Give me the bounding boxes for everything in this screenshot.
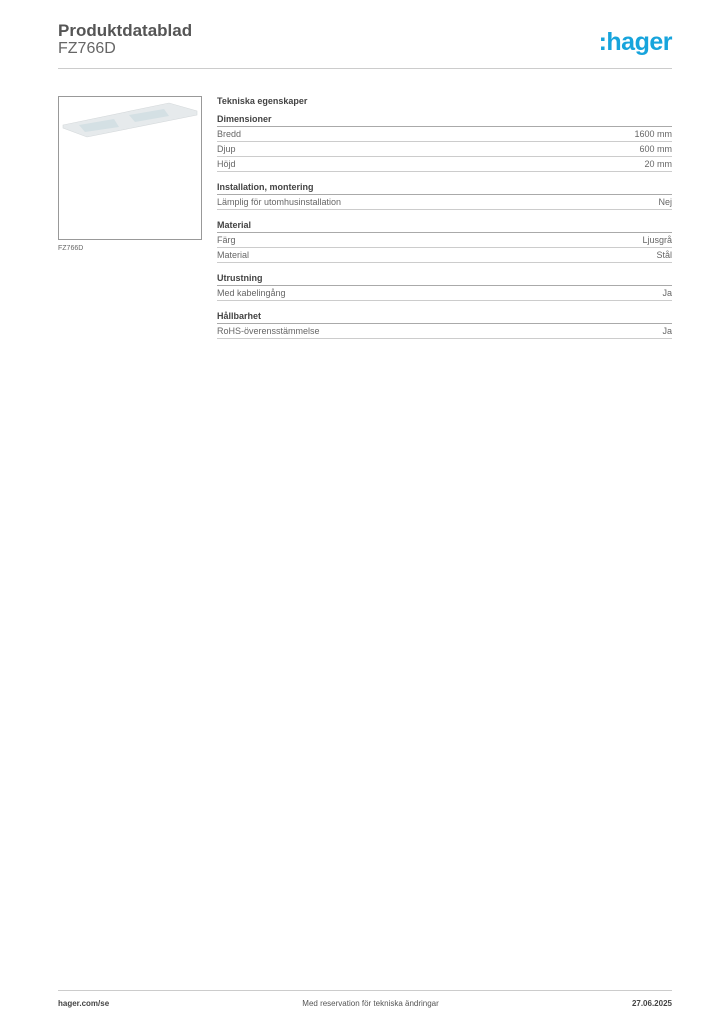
spec-label: Med kabelingång — [217, 288, 286, 298]
page-title: Produktdatablad — [58, 21, 193, 40]
specs-heading: Tekniska egenskaper — [217, 96, 308, 106]
spec-group-title: Hållbarhet — [217, 311, 672, 324]
footer: hager.com/se Med reservation för teknisk… — [58, 990, 672, 1008]
spec-row: Med kabelingång Ja — [217, 286, 672, 301]
spec-group: Utrustning Med kabelingång Ja — [217, 273, 672, 301]
header-divider — [58, 68, 672, 69]
spec-value: 1600 mm — [634, 129, 672, 139]
image-caption: FZ766D — [58, 245, 84, 252]
spec-row: Djup 600 mm — [217, 142, 672, 157]
product-image — [58, 96, 202, 240]
footer-date: 27.06.2025 — [631, 999, 672, 1008]
spec-row: Höjd 20 mm — [217, 157, 672, 172]
spec-group: Material Färg Ljusgrå Material Stål — [217, 220, 672, 263]
spec-label: Bredd — [217, 129, 242, 139]
spec-group-title: Utrustning — [217, 273, 672, 286]
spec-label: Djup — [217, 144, 236, 154]
spec-value: Ja — [662, 326, 672, 336]
product-code: FZ766D — [58, 40, 116, 57]
spec-value: Stål — [656, 250, 672, 260]
spec-group-title: Installation, montering — [217, 182, 672, 195]
specs-table: Tekniska egenskaper Dimensioner Bredd 1600… — [217, 96, 672, 349]
spec-label: RoHS-överensstämmelse — [217, 326, 320, 336]
hager-logo: :hager — [598, 28, 673, 56]
cover-plate-illustration — [62, 102, 198, 138]
spec-row: Material Stål — [217, 248, 672, 263]
footer-website[interactable]: hager.com/se — [58, 999, 110, 1008]
spec-value: Ja — [662, 288, 672, 298]
spec-label: Höjd — [217, 159, 236, 169]
spec-group-title: Dimensioner — [217, 114, 672, 127]
spec-group: Installation, montering Lämplig för utomh… — [217, 182, 672, 210]
spec-group: Dimensioner Bredd 1600 mm Djup 600 mm Höjd 20 … — [217, 114, 672, 172]
spec-row: Bredd 1600 mm — [217, 127, 672, 142]
spec-value: Nej — [658, 197, 672, 207]
spec-row: Lämplig för utomhusinstallation Nej — [217, 195, 672, 210]
spec-group: Hållbarhet RoHS-överensstämmelse Ja — [217, 311, 672, 339]
footer-disclaimer: Med reservation för tekniska ändringar — [302, 999, 439, 1008]
spec-row: RoHS-överensstämmelse Ja — [217, 324, 672, 339]
spec-label: Material — [217, 250, 250, 260]
spec-value: 600 mm — [639, 144, 672, 154]
spec-row: Färg Ljusgrå — [217, 233, 672, 248]
spec-value: Ljusgrå — [642, 235, 672, 245]
spec-label: Färg — [217, 235, 236, 245]
spec-value: 20 mm — [644, 159, 672, 169]
spec-group-title: Material — [217, 220, 672, 233]
spec-label: Lämplig för utomhusinstallation — [217, 197, 342, 207]
